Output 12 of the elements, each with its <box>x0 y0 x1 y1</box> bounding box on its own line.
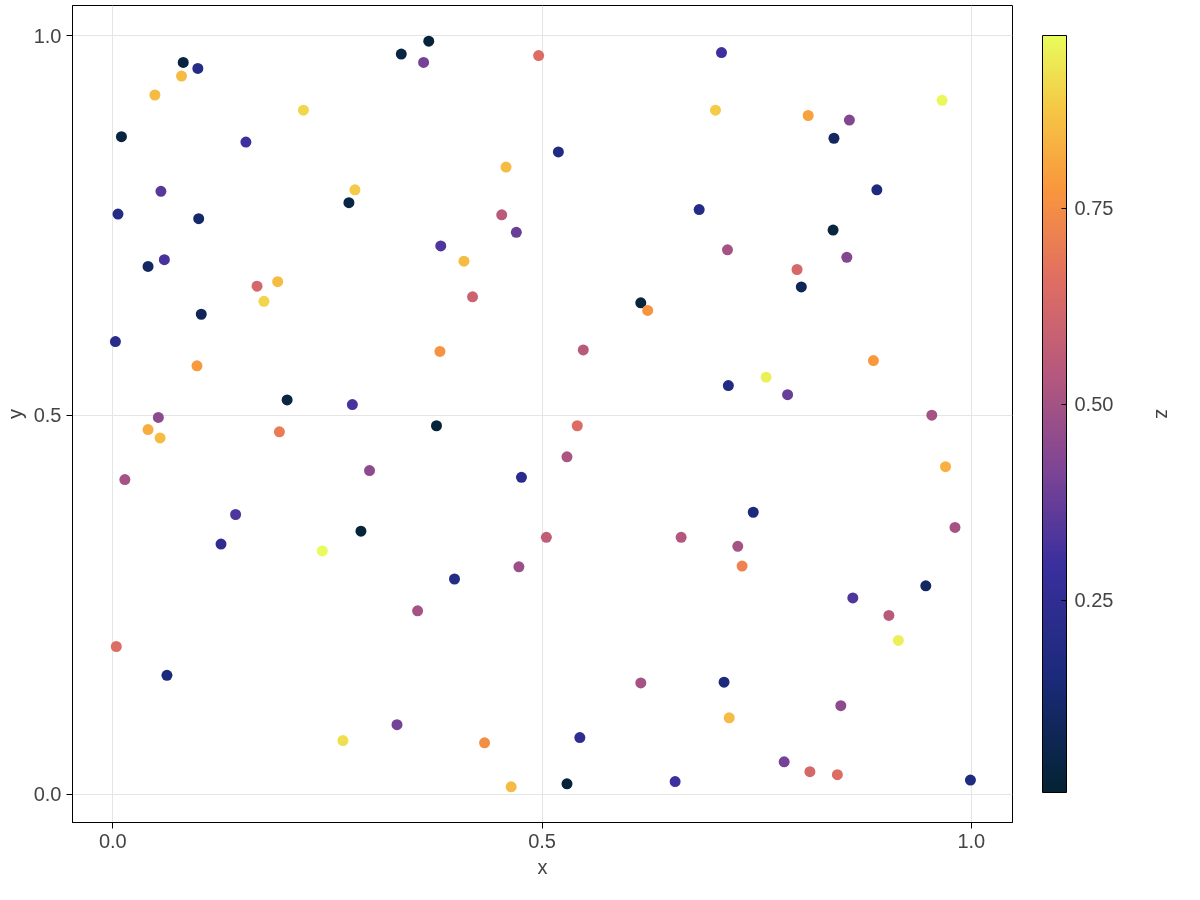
y-axis-title: y <box>3 409 26 419</box>
color-bar-label: 0.50 <box>1074 393 1114 416</box>
color-bar-label: 0.75 <box>1074 197 1114 220</box>
y-tick-label: 0.0 <box>33 783 62 806</box>
y-tick-label: 1.0 <box>33 24 62 47</box>
x-tick-label: 0.0 <box>98 829 127 852</box>
x-axis-title: x <box>537 855 548 878</box>
color-bar-label: 0.25 <box>1074 589 1114 612</box>
y-tick-label: 0.5 <box>33 404 62 427</box>
x-tick-label: 1.0 <box>957 829 986 852</box>
x-tick-label: 0.5 <box>528 829 556 852</box>
color-bar-title: z <box>1151 409 1174 419</box>
